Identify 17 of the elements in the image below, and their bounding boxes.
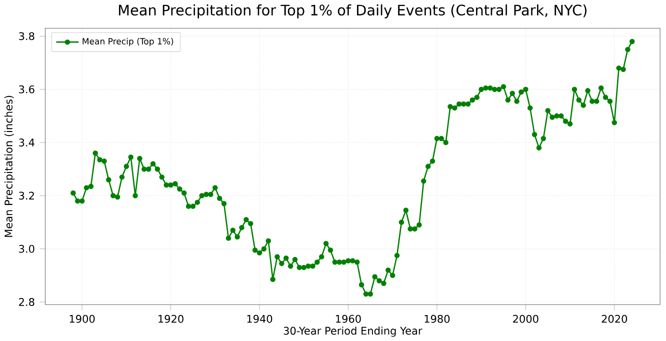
y-tick-label: 3.2 (19, 192, 34, 200)
x-tick-label: 2020 (602, 314, 628, 323)
y-tick-label: 3.8 (19, 32, 34, 40)
y-tick-label: 3.0 (19, 244, 34, 253)
x-axis-title: 30-Year Period Ending Year (284, 326, 422, 337)
x-tick-label: 2000 (513, 314, 538, 323)
y-tick-label: 3.4 (19, 138, 34, 146)
x-tick-label: 1900 (70, 314, 95, 323)
chart-title: Mean Precipitation for Top 1% of Daily Events (Central Park, NYC) (118, 4, 587, 18)
y-tick-label: 3.6 (19, 85, 34, 94)
x-tick-label: 1920 (158, 314, 184, 323)
legend-label: Mean Precip (Top 1%) (82, 38, 174, 46)
x-tick-label: 1960 (336, 314, 361, 323)
x-tick-label: 1980 (424, 314, 450, 323)
y-tick-label: 2.8 (19, 298, 34, 306)
x-tick-label: 1940 (247, 314, 272, 323)
y-axis-title: Mean Precipitation (inches) (4, 96, 15, 237)
